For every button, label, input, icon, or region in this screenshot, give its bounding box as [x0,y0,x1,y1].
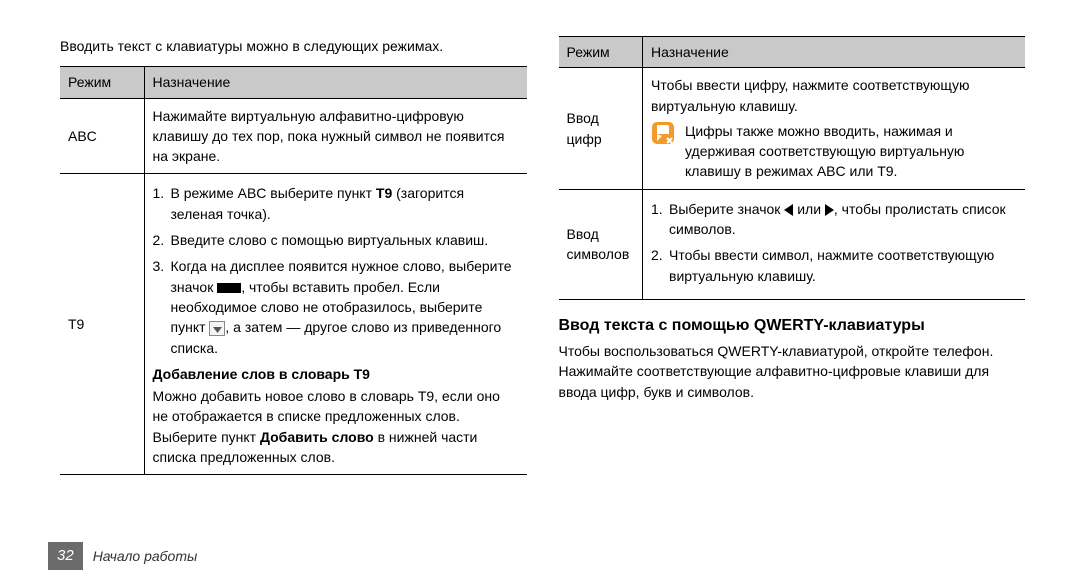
dropdown-icon [209,321,225,336]
table-row: Ввод цифр Чтобы ввести цифру, нажмите со… [559,68,1026,189]
note-block: Цифры также можно вводить, нажимая и уде… [651,121,1017,182]
mode-cell-symbols: Ввод символов [559,189,643,299]
list-item: Чтобы ввести символ, нажмите соответству… [651,245,1017,286]
left-column: Вводить текст с клавиатуры можно в следу… [60,36,527,475]
list-item: В режиме ABC выберите пункт T9 (загоритс… [153,183,519,224]
space-icon [217,283,241,293]
header-desc: Назначение [144,67,527,98]
list-item: Когда на дисплее появится нужное слово, … [153,256,519,357]
table-header-row: Режим Назначение [559,37,1026,68]
table-row: T9 В режиме ABC выберите пункт T9 (загор… [60,174,527,475]
t9-dict-heading: Добавление слов в словарь T9 [153,364,519,384]
triangle-right-icon [825,204,834,216]
symbols-steps: Выберите значок или , чтобы пролистать с… [651,199,1017,286]
header-mode: Режим [559,37,643,68]
desc-cell-symbols: Выберите значок или , чтобы пролистать с… [643,189,1026,299]
desc-cell-t9: В режиме ABC выберите пункт T9 (загоритс… [144,174,527,475]
qwerty-heading: Ввод текста с помощью QWERTY-клавиатуры [559,314,1026,337]
right-column: Режим Назначение Ввод цифр Чтобы ввести … [559,36,1026,475]
page-number: 32 [48,542,83,570]
footer-section: Начало работы [93,546,198,566]
page-content: Вводить текст с клавиатуры можно в следу… [0,0,1080,475]
t9-dict-text: Можно добавить новое слово в словарь Т9,… [153,386,519,467]
desc-cell-abc: Нажимайте виртуальную алфавитно-цифровую… [144,98,527,174]
table-row: Ввод символов Выберите значок или , чтоб… [559,189,1026,299]
t9-steps: В режиме ABC выберите пункт T9 (загоритс… [153,183,519,357]
list-item: Введите слово с помощью виртуальных клав… [153,230,519,250]
qwerty-paragraph: Чтобы воспользоваться QWERTY-клавиатурой… [559,341,1026,402]
header-mode: Режим [60,67,144,98]
list-item: Выберите значок или , чтобы пролистать с… [651,199,1017,240]
intro-text: Вводить текст с клавиатуры можно в следу… [60,36,527,56]
mode-cell-abc: ABC [60,98,144,174]
triangle-left-icon [784,204,793,216]
table-header-row: Режим Назначение [60,67,527,98]
table-row: ABC Нажимайте виртуальную алфавитно-цифр… [60,98,527,174]
desc-cell-digits: Чтобы ввести цифру, нажмите соответствую… [643,68,1026,189]
header-desc: Назначение [643,37,1026,68]
note-text: Цифры также можно вводить, нажимая и уде… [685,121,1017,182]
mode-cell-t9: T9 [60,174,144,475]
modes-table-left: Режим Назначение ABC Нажимайте виртуальн… [60,66,527,475]
modes-table-right: Режим Назначение Ввод цифр Чтобы ввести … [559,36,1026,300]
note-icon [651,121,675,145]
page-footer: 32 Начало работы [48,542,197,570]
mode-cell-digits: Ввод цифр [559,68,643,189]
